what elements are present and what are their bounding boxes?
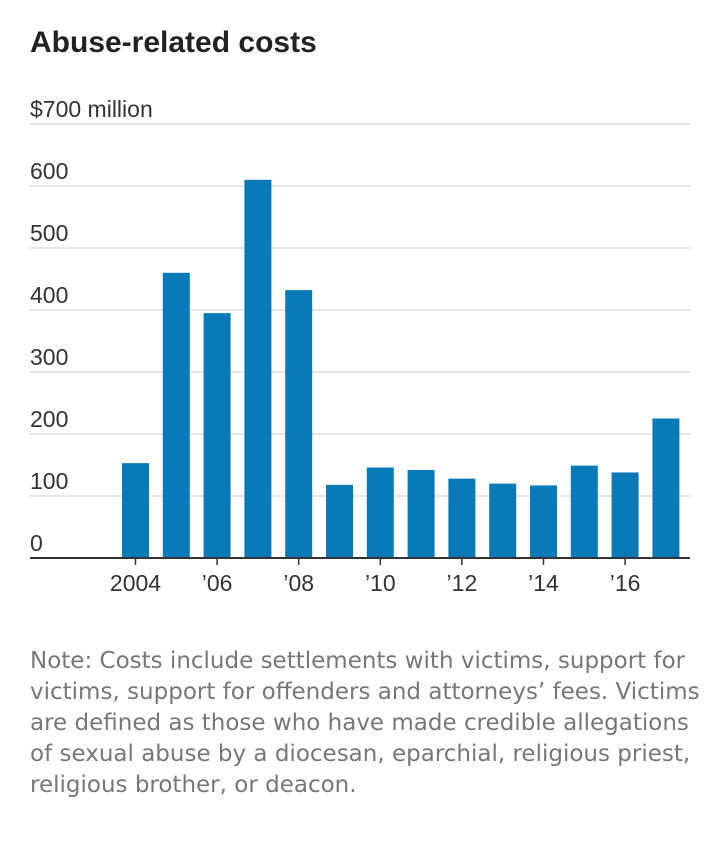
y-tick-label: 200 [30,406,68,432]
y-tick-label: $700 million [30,96,153,122]
y-tick-label: 300 [30,344,68,370]
x-tick-label: ’16 [610,570,641,596]
y-tick-label: 400 [30,282,68,308]
x-tick-label: ’08 [283,570,314,596]
bar-2007 [244,179,272,559]
bar-2014 [530,485,557,558]
bars [122,179,680,559]
y-tick-label: 600 [30,158,68,184]
bar-2005 [162,272,190,558]
bar-2015 [570,465,598,558]
bar-chart: $700 million 600 500 400 300 200 100 0 2004 ’06 ’… [30,96,690,596]
chart-title: Abuse-related costs [30,26,317,59]
bar-2006 [203,313,231,558]
bar-2008 [285,290,313,558]
bar-2013 [489,483,517,558]
x-axis-labels: 2004 ’06 ’08 ’10 ’12 ’14 ’16 [110,558,641,596]
x-tick-label: ’14 [528,570,559,596]
bar-2016 [611,472,639,558]
y-tick-label: 500 [30,220,68,246]
bar-2011 [407,469,435,558]
gridlines [30,123,690,497]
bar-2004 [122,463,149,558]
y-axis-labels: $700 million 600 500 400 300 200 100 0 [30,96,153,556]
bar-2009 [326,484,353,558]
chart-note: Note: Costs include settlements with vic… [30,648,700,798]
bar-2010 [366,467,394,558]
bar-2012 [448,478,476,558]
bar-2017 [652,418,680,558]
x-tick-label: ’06 [202,570,233,596]
x-tick-label: ’12 [447,570,478,596]
x-tick-label: 2004 [110,570,161,596]
x-tick-label: ’10 [365,570,396,596]
y-tick-label: 0 [30,530,43,556]
y-tick-label: 100 [30,468,68,494]
